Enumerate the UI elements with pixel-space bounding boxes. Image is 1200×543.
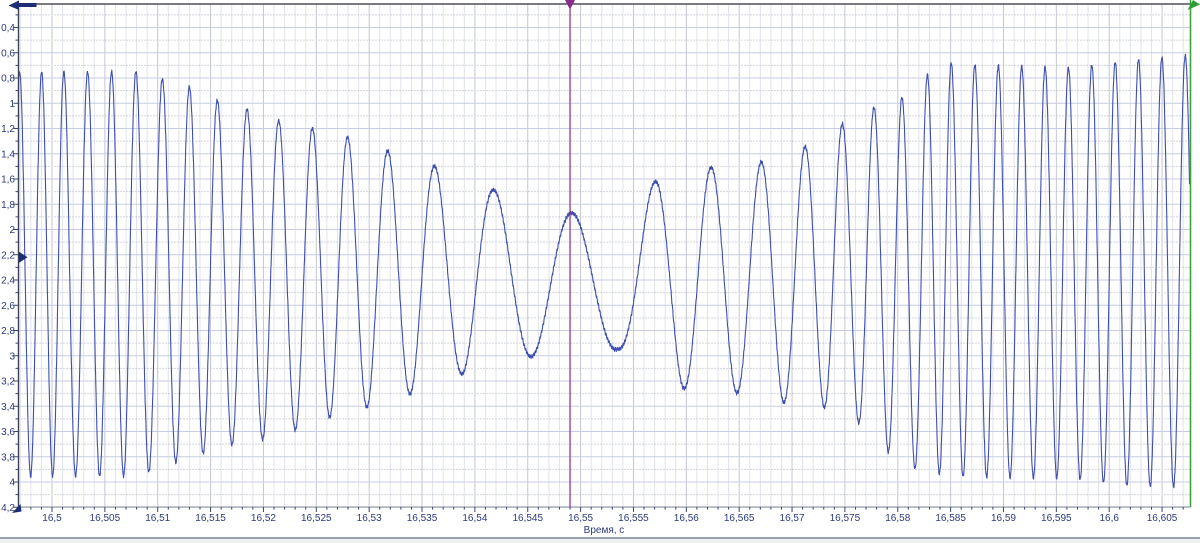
grid-minor-horizontal (18, 14, 1191, 496)
x-tick-label: 16,57 (780, 513, 805, 524)
y-tick-label: 3,2 (1, 377, 15, 388)
end-marker-icon[interactable] (1187, 0, 1200, 10)
x-tick-label: 16,53 (357, 513, 382, 524)
x-tick-label: 16,58 (885, 513, 910, 524)
y-tick-label: 4,2 (1, 503, 15, 514)
time-cursor[interactable] (565, 0, 576, 507)
y-tick-label: 3,4 (1, 402, 15, 413)
x-tick-label: 16,5 (42, 513, 62, 524)
y-tick-label: 2,2 (1, 250, 15, 261)
plot-frame (17, 0, 1192, 508)
axis-ticks (13, 14, 1184, 512)
y-tick-label: 3,8 (1, 452, 15, 463)
x-tick-label: 16,605 (1147, 513, 1178, 524)
y-tick-label: 3 (9, 351, 15, 362)
x-tick-label: 16,55 (568, 513, 593, 524)
x-tick-label: 16,59 (991, 513, 1016, 524)
top-left-arrow-tail (19, 3, 37, 7)
top-left-arrow-icon[interactable] (8, 0, 20, 11)
y-tick-label: 1 (9, 99, 15, 110)
x-tick-label: 16,52 (251, 513, 276, 524)
y-tick-label: 1,4 (1, 149, 15, 160)
cursor-handle-icon[interactable] (565, 0, 576, 10)
x-tick-label: 16,535 (407, 513, 438, 524)
y-tick-label: 2,8 (1, 326, 15, 337)
window-bottom-strip (0, 539, 1200, 543)
x-tick-label: 16,585 (935, 513, 966, 524)
x-tick-label: 16,56 (674, 513, 699, 524)
y-tick-labels: 0,4 0,6 0,8 1 1,2 1,4 1,6 1,8 2 2,2 2,4 2,6 2,8 3 3,2 3… (1, 23, 15, 514)
grid-major-vertical (51, 4, 1163, 507)
x-tick-label: 16,54 (462, 513, 487, 524)
y-tick-label: 2,6 (1, 301, 15, 312)
waveform-path (17, 53, 1191, 489)
zero-level-marker-icon[interactable] (19, 251, 28, 263)
x-axis-title: Время, с (583, 525, 625, 536)
x-tick-label: 16,565 (724, 513, 755, 524)
axis-corner-arrow-icon (12, 504, 22, 513)
y-tick-label: 1,6 (1, 175, 15, 186)
x-tick-label: 16,545 (512, 513, 543, 524)
y-tick-label: 0,4 (1, 23, 15, 34)
y-tick-label: 2,4 (1, 276, 15, 287)
window-bottom-divider (0, 537, 1200, 539)
y-tick-label: 2 (9, 225, 15, 236)
y-tick-label: 3,6 (1, 427, 15, 438)
x-tick-label: 16,505 (90, 513, 121, 524)
x-tick-label: 16,575 (830, 513, 861, 524)
y-tick-label: 1,2 (1, 124, 15, 135)
y-tick-label: 0,6 (1, 48, 15, 59)
x-tick-labels: 16,5 16,505 16,51 16,515 16,52 16,525 16,53 16,… (42, 513, 1178, 524)
y-tick-label: 0,8 (1, 74, 15, 85)
x-tick-label: 16,6 (1099, 513, 1119, 524)
x-tick-label: 16,555 (618, 513, 649, 524)
x-tick-label: 16,51 (145, 513, 170, 524)
y-tick-label: 1,8 (1, 200, 15, 211)
x-tick-label: 16,515 (195, 513, 226, 524)
y-tick-label: 4 (9, 478, 15, 489)
x-tick-label: 16,525 (301, 513, 332, 524)
x-tick-label: 16,595 (1041, 513, 1072, 524)
